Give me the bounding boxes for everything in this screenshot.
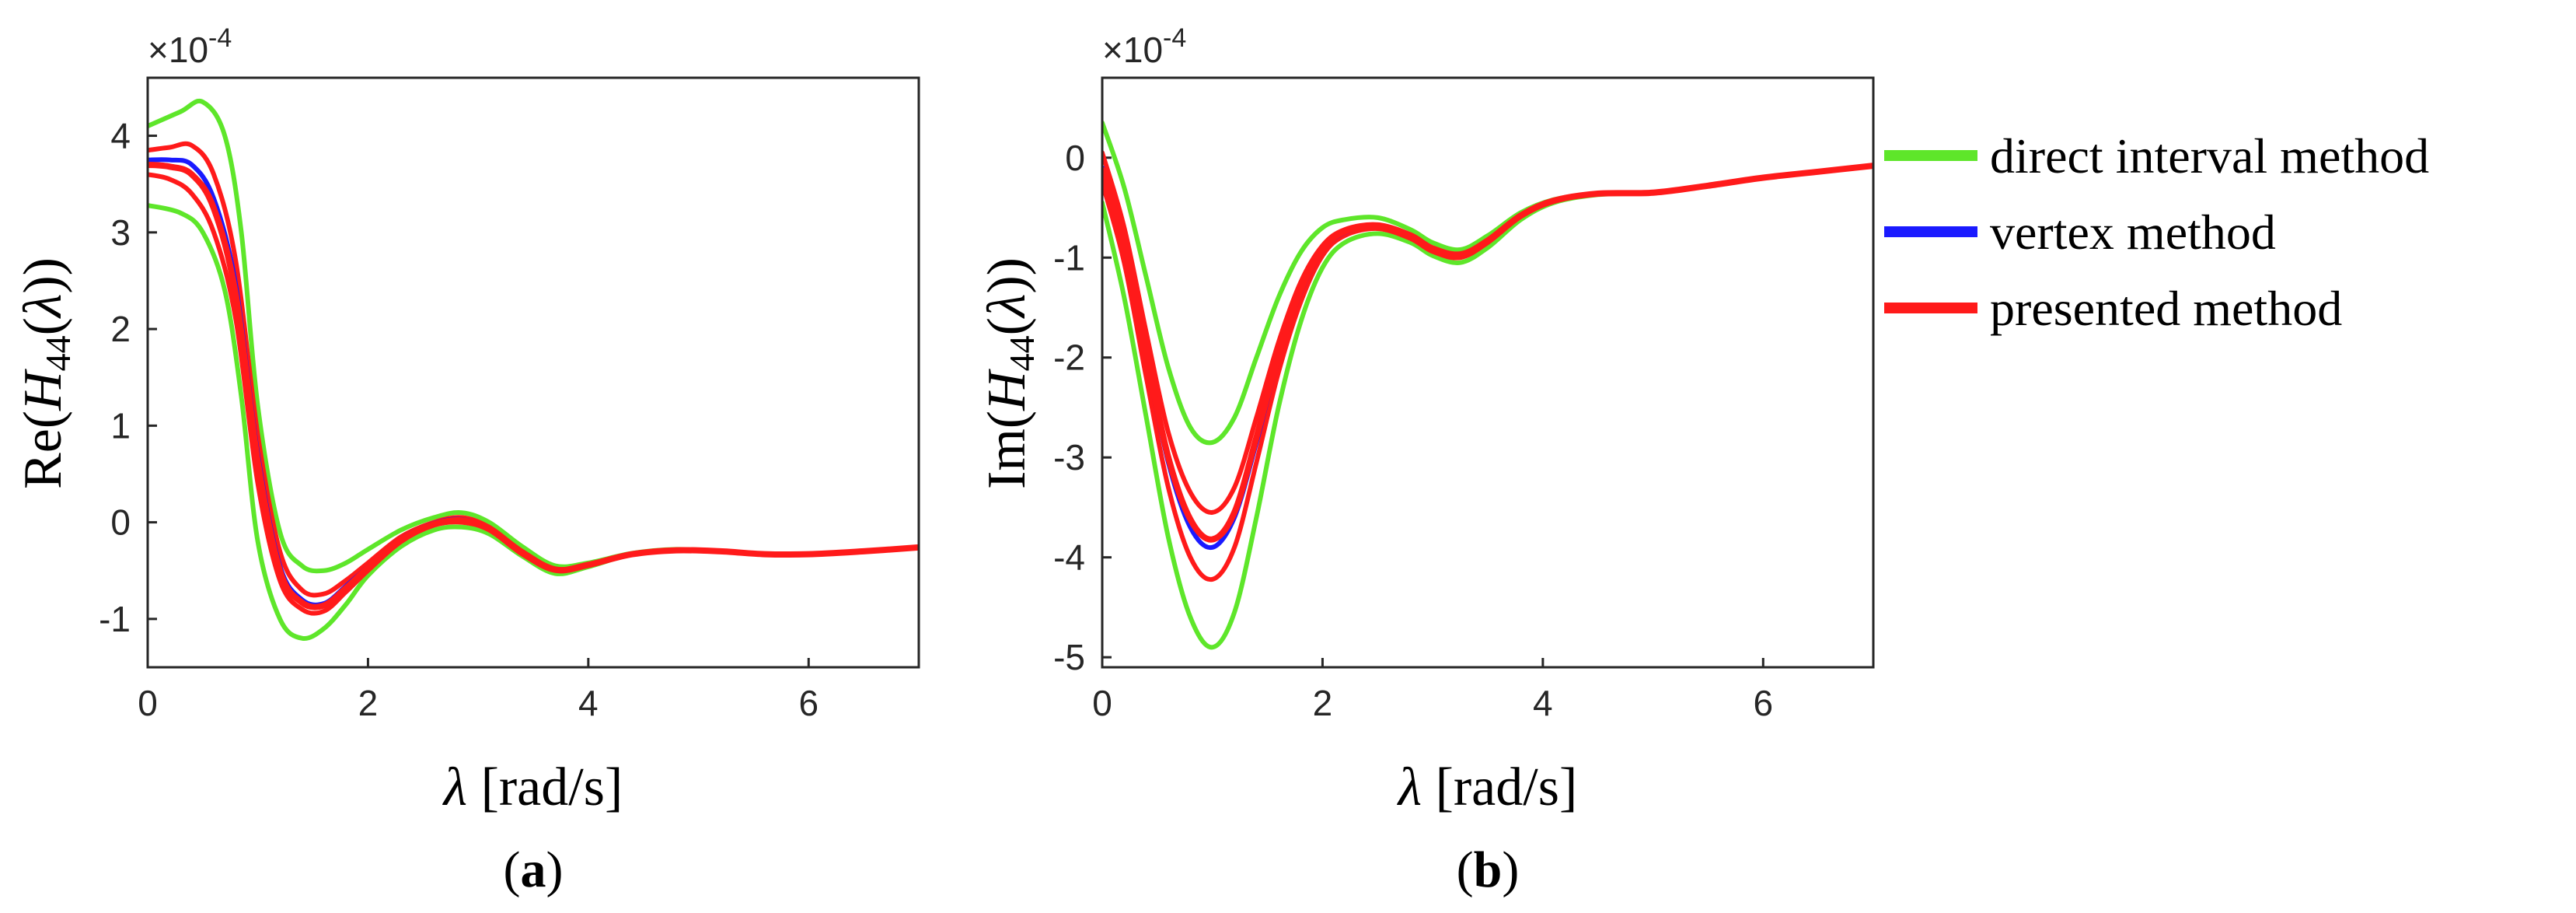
x-tick-label: 4 (1533, 683, 1553, 723)
y-tick-label: -3 (1053, 437, 1085, 477)
x-tick-label: 4 (578, 683, 599, 723)
y-tick-label: 1 (110, 405, 131, 446)
x-tick-label: 6 (798, 683, 819, 723)
series-line-presented-method-5 (148, 161, 919, 610)
panel-a-x-axis-label: λ [rad/s] (442, 757, 623, 817)
y-tick-label: 0 (110, 502, 131, 543)
y-tick-label: 4 (110, 116, 131, 156)
panel-a-plot-area (148, 78, 919, 667)
panel-b-axes-box (1101, 76, 1875, 669)
panel-b-y-axis-label: Im(H44(λ)) (977, 257, 1042, 489)
y-tick-label: -1 (99, 599, 131, 639)
panel-a-y-ticks: -1 0 1 2 3 4 (99, 116, 157, 639)
x-tick-label: 0 (138, 683, 158, 723)
y-tick-label: -4 (1053, 537, 1085, 578)
legend-label-presented: presented method (1990, 281, 2342, 336)
panel-b-label: (b) (1457, 841, 1520, 898)
panel-a-axes-box (146, 76, 920, 669)
x-tick-label: 2 (358, 683, 379, 723)
legend: direct interval method vertex method pre… (1884, 128, 2429, 336)
panel-b-plot-area (1102, 78, 1873, 667)
legend-label-vertex: vertex method (1990, 205, 2276, 260)
x-tick-label: 0 (1092, 683, 1112, 723)
panel-a-label: (a) (504, 841, 564, 898)
panel-b-series-lines (1102, 120, 1873, 650)
panel-a-series-lines (148, 98, 919, 642)
y-tick-label: -5 (1053, 637, 1085, 677)
y-tick-label: -2 (1053, 338, 1085, 378)
x-tick-label: 2 (1313, 683, 1333, 723)
panel-b-im-plot: -5 -4 -3 -2 -1 0 0 2 4 6 ×10-4 Im(H44(λ)) λ [rad… (977, 23, 1875, 898)
y-tick-label: 3 (110, 212, 131, 253)
series-line-presented-method-5 (1102, 163, 1873, 543)
legend-label-direct-interval: direct interval method (1990, 128, 2429, 184)
panel-b-x-axis-label: λ [rad/s] (1397, 757, 1578, 817)
y-tick-label: 2 (110, 309, 131, 349)
panel-b-exponent-label: ×10-4 (1102, 23, 1186, 70)
y-tick-label: 0 (1065, 138, 1085, 178)
x-tick-label: 6 (1753, 683, 1773, 723)
panel-a-y-axis-label: Re(H44(λ)) (13, 257, 78, 489)
panel-a-x-ticks: 0 2 4 6 (138, 658, 819, 723)
y-tick-label: -1 (1053, 237, 1085, 278)
panel-b-y-ticks: -5 -4 -3 -2 -1 0 (1053, 138, 1112, 677)
panel-a-exponent-label: ×10-4 (148, 23, 232, 70)
